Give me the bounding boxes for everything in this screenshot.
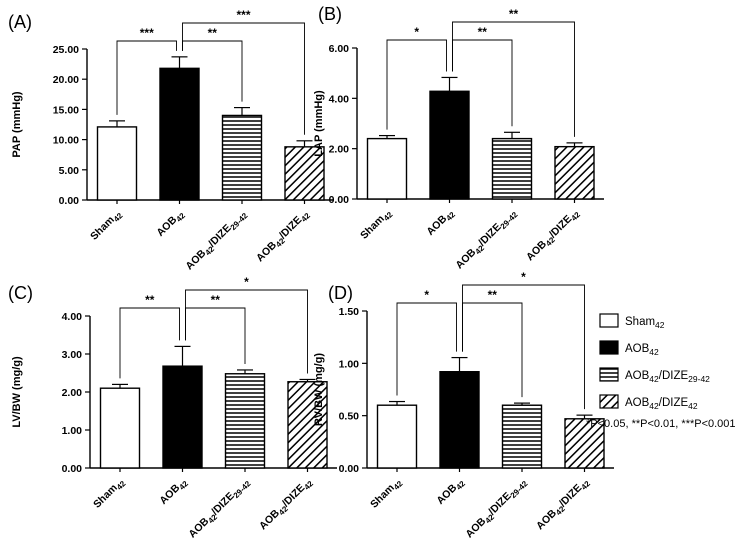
chart-panel-d: (D) 0.00 0.50 1.00 1.50 RV/BW (mg/g) Sham42 AOB… (313, 270, 614, 542)
significance-label: ** (478, 25, 488, 39)
x-category-label: Sham42 (368, 475, 405, 512)
significance-label: ** (509, 7, 519, 21)
y-tick-label: 0.00 (62, 463, 83, 475)
x-category-label: AOB42/DIZE29-42 (463, 475, 530, 542)
x-category-label: AOB42 (154, 207, 187, 240)
legend-swatch (599, 394, 619, 409)
significance-label: ** (488, 288, 498, 302)
legend: Sham42 AOB42 AOB42/DIZE29-42 AOB42/DIZE42 (599, 313, 710, 411)
y-axis-label: PAP (mmHg) (11, 91, 23, 158)
y-tick-label: 1.00 (62, 425, 83, 437)
y-tick-label: 4.00 (62, 311, 83, 323)
y-tick-label: 2.00 (62, 387, 83, 399)
y-axis-label: LV/BW (mg/g) (11, 356, 23, 428)
x-category-label: AOB42/DIZE42 (254, 207, 312, 265)
bar-1 (439, 371, 480, 469)
legend-swatch (599, 367, 619, 382)
x-category-label: Sham42 (88, 207, 125, 244)
bar-2 (491, 137, 533, 200)
y-tick-label: 25.00 (53, 44, 79, 56)
x-category-label: AOB42/DIZE29-42 (186, 475, 253, 542)
significance-footnote: *P<0.05, **P<0.01, ***P<0.001 (586, 418, 736, 430)
bar-1 (162, 365, 203, 469)
significance-label: * (521, 270, 526, 284)
significance-label: *** (140, 26, 154, 40)
y-tick-label: 2.00 (329, 144, 350, 156)
x-category-label: AOB42/DIZE29-42 (453, 206, 520, 273)
chart-panel-b: (B) 0.00 2.00 4.00 6.00 LAP (mmHg) Sham42 AOB42… (313, 4, 604, 273)
y-axis-label: RV/BW (mg/g) (313, 353, 325, 426)
y-tick-label: 4.00 (329, 93, 350, 105)
x-category-label: AOB42/DIZE42 (524, 206, 582, 264)
significance-label: * (414, 25, 419, 39)
x-category-label: Sham42 (91, 475, 128, 512)
y-axis-label: LAP (mmHg) (313, 90, 325, 157)
panel-label: (C) (8, 283, 33, 303)
panel-label: (D) (328, 283, 353, 303)
significance-bracket (396, 302, 457, 396)
y-tick-label: 1.00 (339, 358, 360, 370)
legend-entry: AOB42/DIZE42 (625, 397, 698, 411)
y-tick-label: 15.00 (53, 104, 79, 116)
x-category-label: AOB42 (434, 475, 467, 508)
y-tick-label: 5.00 (59, 165, 80, 177)
bar-0 (99, 387, 141, 469)
bar-0 (96, 126, 138, 201)
x-category-label: AOB42/DIZE29-42 (183, 207, 250, 274)
x-category-label: AOB42 (424, 206, 457, 239)
significance-bracket (185, 289, 308, 374)
bar-1 (429, 90, 470, 200)
bar-1 (159, 67, 200, 201)
legend-entry: Sham42 (625, 316, 665, 330)
bar-2 (501, 404, 543, 469)
x-category-label: AOB42 (157, 475, 190, 508)
significance-label: ** (211, 293, 221, 307)
significance-bracket (452, 21, 575, 137)
y-tick-label: 0.00 (59, 195, 80, 207)
y-tick-label: 1.50 (339, 306, 360, 318)
legend-entry: AOB42 (625, 343, 659, 357)
chart-panel-c: (C) 0.00 1.00 2.00 3.00 4.00 LV/BW (mg/g) Sham4… (8, 275, 337, 542)
bar-2 (221, 114, 263, 201)
bar-3 (287, 381, 328, 469)
panel-label: (A) (8, 12, 32, 32)
legend-entry: AOB42/DIZE29-42 (625, 370, 710, 384)
y-tick-label: 0.50 (339, 411, 360, 423)
panel-label: (B) (318, 4, 342, 24)
significance-bracket (386, 39, 447, 130)
legend-swatch (599, 340, 619, 355)
y-tick-label: 10.00 (53, 135, 79, 147)
significance-bracket (119, 307, 180, 379)
significance-label: * (424, 288, 429, 302)
y-tick-label: 20.00 (53, 74, 79, 86)
significance-label: * (244, 275, 249, 289)
bar-0 (376, 404, 418, 469)
x-category-label: AOB42/DIZE42 (257, 475, 315, 533)
significance-bracket (185, 307, 246, 364)
bar-2 (224, 373, 266, 469)
y-tick-label: 6.00 (329, 43, 350, 55)
x-category-label: Sham42 (358, 206, 395, 243)
significance-label: *** (236, 8, 250, 22)
significance-bracket (462, 284, 585, 410)
y-tick-label: 3.00 (62, 349, 83, 361)
legend-swatch (599, 313, 619, 328)
significance-label: ** (208, 26, 218, 40)
bar-0 (366, 137, 408, 200)
x-category-label: AOB42/DIZE42 (534, 475, 592, 533)
significance-bracket (182, 22, 305, 135)
y-tick-label: 0.00 (329, 194, 350, 206)
significance-label: ** (145, 293, 155, 307)
chart-panel-a: (A) 0.00 5.00 10.00 15.00 20.00 25.00 PAP (mmHg… (8, 8, 334, 274)
bar-3 (554, 145, 595, 200)
significance-bracket (116, 40, 177, 115)
y-tick-label: 0.00 (339, 463, 360, 475)
